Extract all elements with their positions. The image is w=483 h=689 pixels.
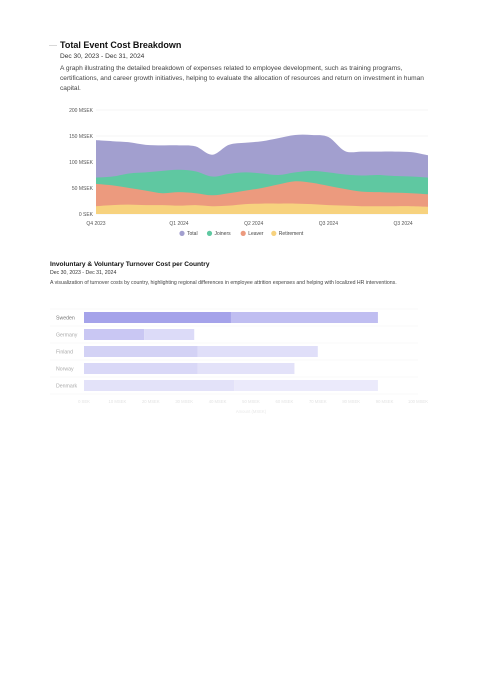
category-label: Finland: [56, 350, 73, 356]
chart2-title: Involuntary & Voluntary Turnover Cost pe…: [50, 261, 210, 268]
legend-swatch-leaver: [240, 230, 246, 236]
bar-segment: [84, 363, 198, 374]
x-tick-label: 90 MSEK: [376, 399, 394, 404]
x-tick-label: 50 MSEK: [242, 399, 260, 404]
bar-segment: [84, 380, 235, 391]
category-label: Denmark: [56, 384, 77, 390]
x-tick-label: Q3 2024: [394, 221, 413, 227]
x-tick-label: Q4 2023: [86, 221, 105, 227]
section-divider: [49, 45, 57, 46]
x-tick-label: Q3 2024: [319, 221, 338, 227]
chart1-date-range: Dec 30, 2023 - Dec 31, 2024: [60, 53, 145, 60]
bar-segment: [197, 346, 318, 357]
x-tick-label: 70 MSEK: [309, 399, 327, 404]
legend-label-retirement: Retirement: [279, 231, 304, 237]
x-tick-label: Q1 2024: [169, 221, 188, 227]
x-tick-label: 40 MSEK: [209, 399, 227, 404]
legend-label-joiners: Joiners: [215, 231, 232, 237]
legend-swatch-total: [179, 230, 185, 236]
bar-segment: [234, 380, 378, 391]
bar-segment: [84, 346, 198, 357]
x-tick-label: 80 MSEK: [342, 399, 360, 404]
bar-segment: [84, 329, 145, 340]
chart1-description: A graph illustrating the detailed breakd…: [60, 65, 424, 92]
legend-label-total: Total: [187, 231, 198, 237]
bar-segment: [144, 329, 195, 340]
chart1-title: Total Event Cost Breakdown: [60, 40, 182, 50]
x-axis-label: Amount (MSEK): [236, 409, 267, 414]
x-tick-label: 100 MSEK: [408, 399, 428, 404]
y-tick-label: 100 MSEK: [69, 160, 94, 166]
x-tick-label: 20 MSEK: [142, 399, 160, 404]
y-tick-label: 50 MSEK: [72, 186, 94, 192]
legend-swatch-joiners: [206, 230, 213, 236]
legend-label-leaver: Leaver: [248, 231, 264, 237]
bar-chart: Sweden Germany Finland Norway Denmark 0 SEK 10…: [50, 308, 428, 414]
x-tick-label: 60 MSEK: [276, 399, 294, 404]
area-series-retirement: [96, 203, 428, 214]
chart2-date-range: Dec 30, 2023 - Dec 31, 2024: [50, 270, 117, 276]
category-label: Norway: [56, 367, 74, 373]
chart2-description: A visualization of turnover costs by cou…: [50, 280, 397, 286]
x-tick-label: 10 MSEK: [109, 399, 127, 404]
bar-segment: [230, 312, 378, 323]
category-label: Germany: [56, 333, 78, 339]
area-chart: 0 SEK 50 MSEK 100 MSEK 150 MSEK 200 MSEK Q4 2…: [69, 108, 428, 237]
x-tick-label: Q2 2024: [244, 221, 263, 227]
legend-swatch-retirement: [271, 230, 277, 236]
x-tick-label: 0 SEK: [78, 399, 90, 404]
y-tick-label: 200 MSEK: [69, 108, 94, 114]
category-label: Sweden: [56, 316, 75, 322]
y-tick-label: 150 MSEK: [69, 134, 94, 140]
bar-segment: [197, 363, 295, 374]
x-tick-label: 30 MSEK: [175, 399, 193, 404]
y-tick-label: 0 SEK: [79, 212, 94, 218]
bar-segment: [84, 312, 231, 323]
